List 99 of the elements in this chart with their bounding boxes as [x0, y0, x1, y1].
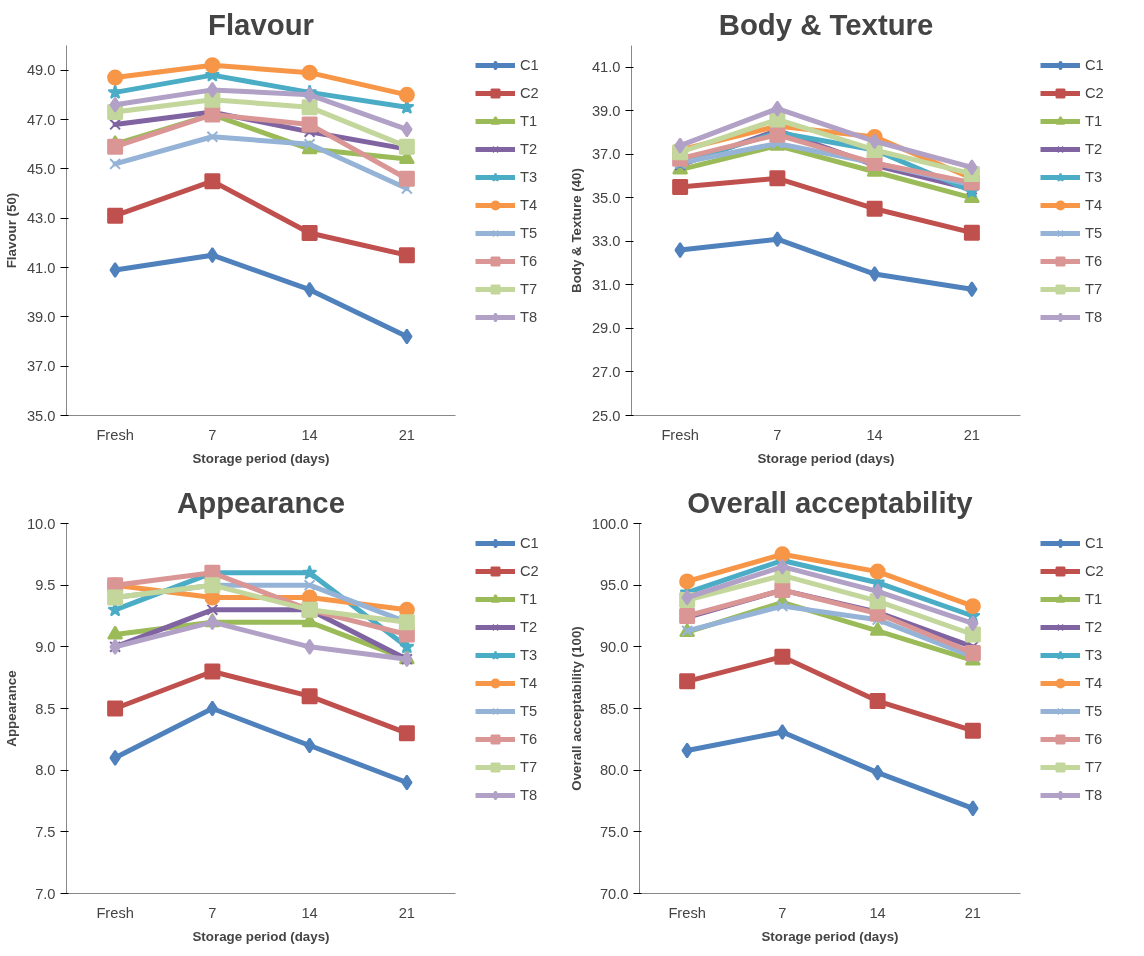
legend-label: T3	[520, 169, 539, 185]
x-axis-title: Storage period (days)	[192, 450, 330, 466]
y-tick-label: 39.0	[26, 308, 56, 325]
x-axis-title: Storage period (days)	[757, 450, 895, 466]
legend-label: T1	[520, 113, 539, 129]
chart-title: Body & Texture	[718, 7, 934, 41]
y-tick-label: 70.0	[599, 885, 629, 902]
x-tick-label: Fresh	[96, 904, 134, 921]
legend-label: T2	[520, 619, 539, 635]
legend-label: T8	[520, 309, 539, 325]
legend-label: C1	[1085, 535, 1105, 551]
legend-label: T5	[520, 703, 539, 719]
y-tick-label: 31.0	[591, 276, 621, 293]
y-tick-label: 35.0	[591, 189, 621, 206]
y-tick-label: 41.0	[591, 59, 621, 76]
y-tick-label: 80.0	[599, 762, 629, 779]
x-tick-label: 14	[869, 904, 886, 921]
chart-title: Overall acceptability	[687, 485, 974, 519]
y-tick-label: 95.0	[599, 577, 629, 594]
y-tick-label: 27.0	[591, 363, 621, 380]
y-axis-title: Appearance	[3, 670, 19, 747]
legend-label: T1	[1085, 591, 1104, 607]
legend-label: T4	[520, 197, 539, 213]
y-tick-label: 8.0	[35, 762, 56, 779]
legend-label: T6	[520, 253, 539, 269]
legend-label: T8	[1085, 787, 1104, 803]
legend-label: T6	[1085, 731, 1104, 747]
legend-label: T6	[520, 731, 539, 747]
y-tick-label: 41.0	[26, 259, 56, 276]
legend-label: T7	[1085, 759, 1104, 775]
legend-label: T4	[520, 675, 539, 691]
y-axis-title: Overall acceptability (100)	[568, 626, 584, 791]
x-tick-label: Fresh	[661, 426, 699, 443]
legend-label: T8	[520, 787, 539, 803]
x-tick-label: Fresh	[668, 904, 706, 921]
y-tick-label: 37.0	[26, 358, 56, 375]
legend-label: C1	[520, 57, 540, 73]
y-tick-label: 75.0	[599, 823, 629, 840]
legend-label: T2	[1085, 141, 1104, 157]
y-tick-label: 49.0	[26, 62, 56, 79]
legend-label: T4	[1085, 197, 1104, 213]
y-tick-label: 25.0	[591, 407, 621, 424]
x-tick-label: 7	[208, 426, 217, 443]
x-tick-label: 14	[301, 426, 318, 443]
legend-label: C2	[1085, 563, 1105, 579]
legend-label: T5	[1085, 225, 1104, 241]
y-tick-label: 10.0	[26, 515, 56, 532]
legend-label: T7	[1085, 281, 1104, 297]
y-tick-label: 47.0	[26, 111, 56, 128]
legend-label: C2	[520, 85, 540, 101]
y-tick-label: 8.5	[35, 700, 56, 717]
x-tick-label: 14	[866, 426, 883, 443]
legend-label: T3	[520, 647, 539, 663]
y-tick-label: 7.5	[35, 823, 56, 840]
y-tick-label: 37.0	[591, 146, 621, 163]
legend-label: T3	[1085, 169, 1104, 185]
x-axis-title: Storage period (days)	[761, 928, 899, 944]
legend-label: T7	[520, 281, 539, 297]
legend-label: T8	[1085, 309, 1104, 325]
x-axis-title: Storage period (days)	[192, 928, 330, 944]
x-tick-label: Fresh	[96, 426, 134, 443]
legend-label: T1	[520, 591, 539, 607]
x-tick-label: 7	[778, 904, 787, 921]
y-axis-title: Body & Texture (40)	[568, 168, 584, 293]
chart-title: Appearance	[177, 485, 345, 519]
x-tick-label: 21	[398, 426, 416, 443]
y-tick-label: 85.0	[599, 700, 629, 717]
y-tick-label: 29.0	[591, 320, 621, 337]
x-tick-label: 21	[964, 904, 982, 921]
legend-label: T5	[520, 225, 539, 241]
y-tick-label: 9.0	[35, 638, 56, 655]
y-tick-label: 100.0	[591, 515, 629, 532]
legend-label: C2	[520, 563, 540, 579]
y-axis-title: Flavour (50)	[3, 192, 19, 269]
x-tick-label: 21	[963, 426, 981, 443]
y-tick-label: 9.5	[35, 577, 56, 594]
legend-label: T2	[520, 141, 539, 157]
y-tick-label: 45.0	[26, 160, 56, 177]
legend-label: C2	[1085, 85, 1105, 101]
x-tick-label: 7	[773, 426, 782, 443]
legend-label: C1	[520, 535, 540, 551]
x-tick-label: 14	[301, 904, 318, 921]
y-tick-label: 90.0	[599, 638, 629, 655]
legend-label: T5	[1085, 703, 1104, 719]
legend-label: T2	[1085, 619, 1104, 635]
legend-label: T6	[1085, 253, 1104, 269]
y-tick-label: 33.0	[591, 233, 621, 250]
x-tick-label: 21	[398, 904, 416, 921]
y-tick-label: 35.0	[26, 407, 56, 424]
legend-label: T1	[1085, 113, 1104, 129]
chart-title: Flavour	[208, 7, 314, 41]
x-tick-label: 7	[208, 904, 217, 921]
legend-label: T7	[520, 759, 539, 775]
y-tick-label: 43.0	[26, 210, 56, 227]
legend-label: T4	[1085, 675, 1104, 691]
y-tick-label: 7.0	[35, 885, 56, 902]
y-tick-label: 39.0	[591, 102, 621, 119]
legend-label: T3	[1085, 647, 1104, 663]
legend-label: C1	[1085, 57, 1105, 73]
